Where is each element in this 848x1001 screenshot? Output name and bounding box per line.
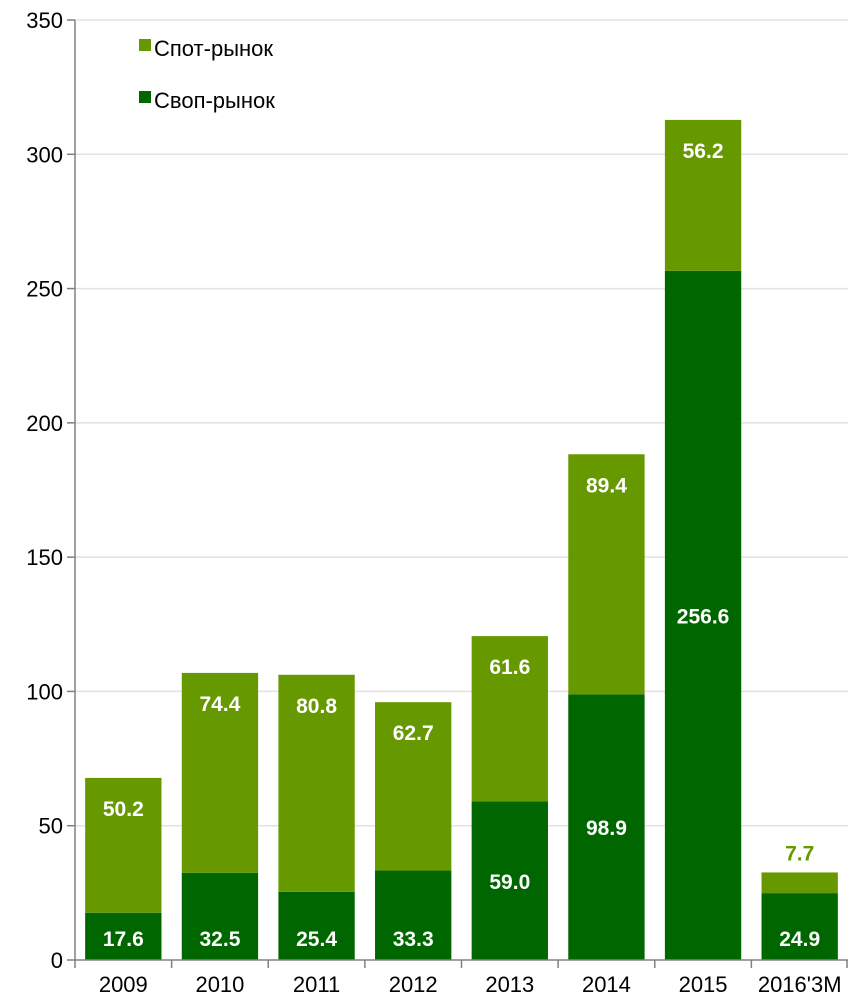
data-label: 89.4 xyxy=(586,474,627,497)
bar-segment-swap xyxy=(181,872,259,960)
bar-segment-swap xyxy=(568,694,645,960)
data-label: 50.2 xyxy=(103,798,144,821)
data-label: 32.5 xyxy=(200,928,241,951)
bar-segment-spot xyxy=(278,674,355,892)
data-label: 7.7 xyxy=(785,842,814,865)
data-label: 61.6 xyxy=(489,656,530,679)
bar-segment-swap xyxy=(375,870,452,960)
x-tick-label: 2012 xyxy=(389,972,438,997)
data-label: 98.9 xyxy=(586,817,627,840)
x-tick-label: 2015 xyxy=(679,972,728,997)
data-label: 17.6 xyxy=(103,928,144,951)
data-label: 59.0 xyxy=(489,871,530,894)
bar-segment-spot xyxy=(664,119,742,271)
legend: Спот-рынок Своп-рынок xyxy=(139,36,275,113)
bar-segment-spot xyxy=(181,672,259,873)
data-label: 256.6 xyxy=(677,605,730,628)
bar-segment-swap xyxy=(278,891,355,960)
y-tick-label: 300 xyxy=(26,142,63,167)
data-label: 80.8 xyxy=(296,695,337,718)
y-tick-label: 100 xyxy=(26,679,63,704)
data-label: 62.7 xyxy=(393,722,434,745)
bar-segment-spot xyxy=(375,702,452,871)
x-tick-label: 2010 xyxy=(195,972,244,997)
legend-swatch xyxy=(139,91,151,103)
bar-segment-spot xyxy=(471,636,548,802)
legend-swatch xyxy=(139,39,151,51)
y-tick-label: 0 xyxy=(51,948,63,973)
legend-label: Спот-рынок xyxy=(154,36,273,61)
y-tick-label: 250 xyxy=(26,277,63,302)
bar-segment-spot xyxy=(761,872,838,894)
bar-segment-swap xyxy=(761,893,838,960)
y-tick-label: 350 xyxy=(26,8,63,33)
axes: 0 50 100 150 200 250 300 350 2009 2010 2011 2012 201… xyxy=(26,8,848,997)
bars: 17.6 50.2 32.5 74.4 25.4 80.8 33.3 62.7 59.0 61.6… xyxy=(85,119,838,960)
x-tick-label: 2014 xyxy=(582,972,631,997)
data-label: 33.3 xyxy=(393,928,434,951)
bar-segment-swap xyxy=(85,912,162,960)
y-tick-label: 150 xyxy=(26,545,63,570)
data-label: 25.4 xyxy=(296,928,337,951)
x-tick-label: 2016'3M xyxy=(758,972,842,997)
y-tick-label: 50 xyxy=(39,814,63,839)
bar-segment-swap xyxy=(664,270,742,960)
bar-segment-spot xyxy=(85,777,162,913)
legend-label: Своп-рынок xyxy=(154,88,275,113)
data-label: 74.4 xyxy=(200,693,241,716)
data-label: 56.2 xyxy=(683,140,724,163)
bar-segment-spot xyxy=(568,454,645,695)
y-tick-label: 200 xyxy=(26,411,63,436)
x-tick-label: 2011 xyxy=(293,972,340,997)
x-tick-label: 2013 xyxy=(485,972,534,997)
x-tick-label: 2009 xyxy=(99,972,148,997)
data-label: 24.9 xyxy=(779,928,820,951)
bar-segment-swap xyxy=(471,801,548,960)
